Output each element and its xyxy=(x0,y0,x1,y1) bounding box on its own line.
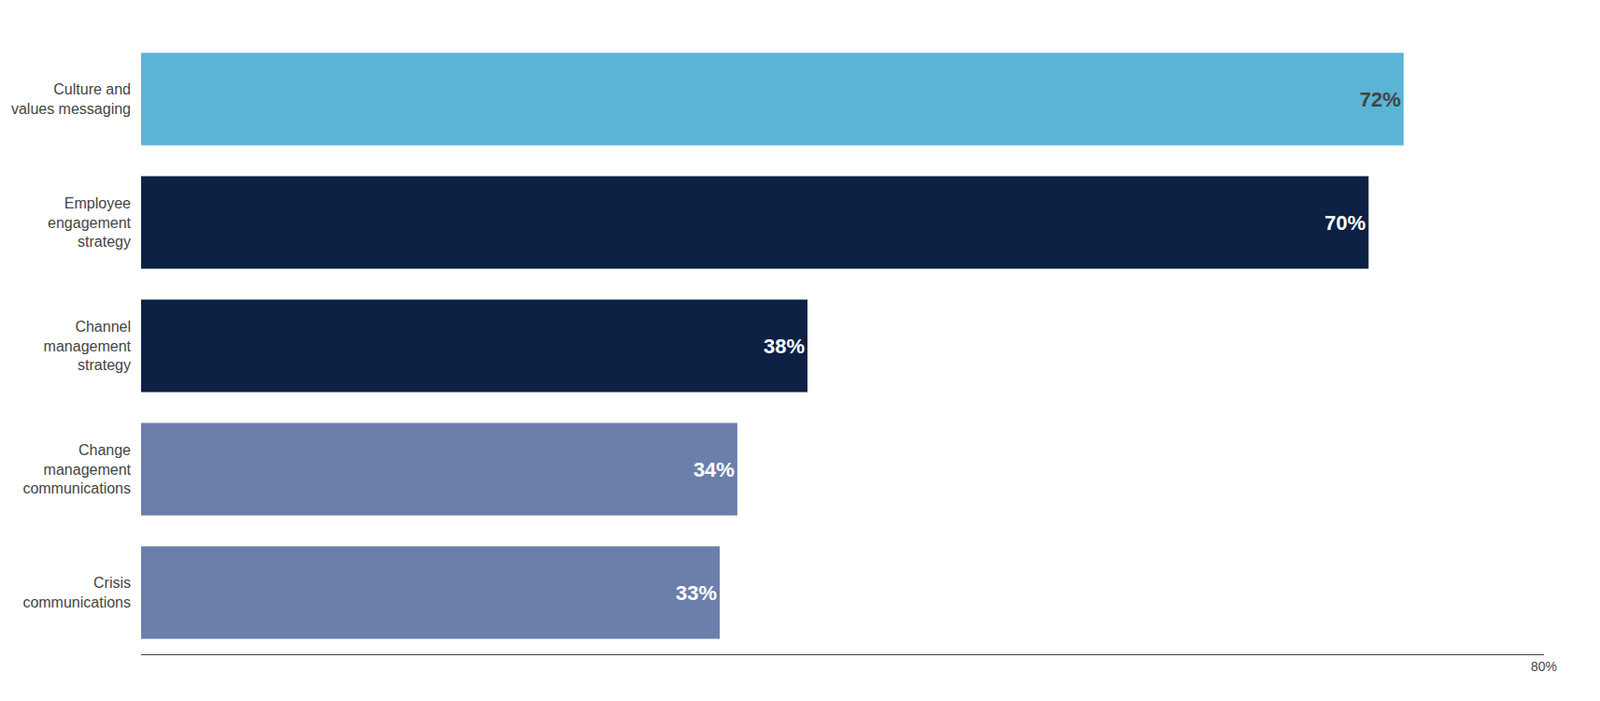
svg-text:Crisiscommunications: Crisiscommunications xyxy=(22,574,131,611)
svg-text:70%: 70% xyxy=(1324,211,1366,235)
svg-text:Culture andvalues messaging: Culture andvalues messaging xyxy=(11,81,131,117)
svg-text:72%: 72% xyxy=(1359,87,1401,112)
svg-text:80%: 80% xyxy=(1530,658,1558,674)
svg-text:33%: 33% xyxy=(675,581,717,605)
svg-text:38%: 38% xyxy=(763,334,805,358)
svg-text:Employeeengagementstrategy: Employeeengagementstrategy xyxy=(47,195,132,251)
svg-text:Channelmanagementstrategy: Channelmanagementstrategy xyxy=(43,318,132,374)
svg-text:34%: 34% xyxy=(693,457,735,482)
svg-text:Changemanagementcommunications: Changemanagementcommunications xyxy=(22,442,131,498)
